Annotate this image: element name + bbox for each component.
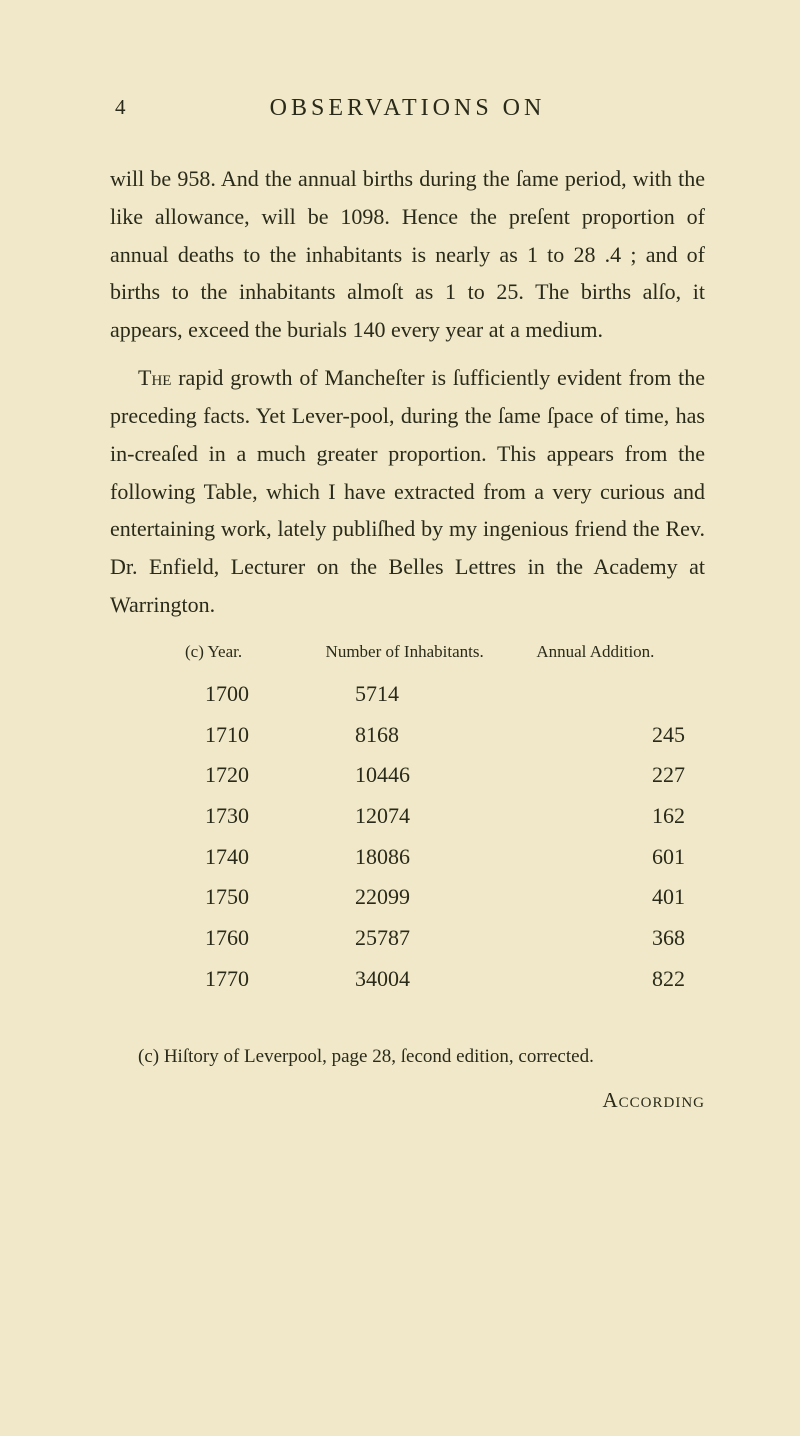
cell-addition: 601: [555, 837, 685, 878]
table-row: 1700 5714: [110, 674, 705, 715]
cell-addition: 227: [555, 755, 685, 796]
paragraph-2-body: rapid growth of Mancheſter is ſufficient…: [110, 365, 705, 617]
table-row: 1720 10446 227: [110, 755, 705, 796]
page-header: OBSERVATIONS ON: [110, 95, 705, 122]
table-row: 1750 22099 401: [110, 877, 705, 918]
cell-addition: 245: [555, 715, 685, 756]
cell-inhabitants: 22099: [355, 877, 555, 918]
table-header-year: (c) Year.: [185, 642, 326, 662]
paragraph-2-lead: The: [138, 365, 171, 390]
cell-inhabitants: 8168: [355, 715, 555, 756]
cell-inhabitants: 18086: [355, 837, 555, 878]
cell-year: 1730: [205, 796, 355, 837]
paragraph-2: The rapid growth of Mancheſter is ſuffic…: [110, 359, 705, 624]
cell-year: 1710: [205, 715, 355, 756]
page-number: 4: [115, 95, 126, 120]
table-row: 1740 18086 601: [110, 837, 705, 878]
table-header-addition: Annual Addition.: [536, 642, 705, 662]
cell-year: 1740: [205, 837, 355, 878]
cell-inhabitants: 12074: [355, 796, 555, 837]
cell-inhabitants: 5714: [355, 674, 555, 715]
cell-year: 1750: [205, 877, 355, 918]
table-header: (c) Year. Number of Inhabitants. Annual …: [110, 642, 705, 662]
cell-addition: [555, 674, 685, 715]
cell-addition: 822: [555, 959, 685, 1000]
cell-year: 1760: [205, 918, 355, 959]
table-row: 1730 12074 162: [110, 796, 705, 837]
cell-addition: 368: [555, 918, 685, 959]
cell-inhabitants: 10446: [355, 755, 555, 796]
table-row: 1770 34004 822: [110, 959, 705, 1000]
catchword: According: [110, 1088, 705, 1113]
paragraph-1: will be 958. And the annual births durin…: [110, 160, 705, 349]
cell-inhabitants: 25787: [355, 918, 555, 959]
cell-year: 1770: [205, 959, 355, 1000]
cell-addition: 401: [555, 877, 685, 918]
cell-year: 1720: [205, 755, 355, 796]
table-row: 1760 25787 368: [110, 918, 705, 959]
footnote: (c) Hiſtory of Leverpool, page 28, ſecon…: [110, 1041, 705, 1073]
cell-year: 1700: [205, 674, 355, 715]
table-row: 1710 8168 245: [110, 715, 705, 756]
table-header-inhabitants: Number of Inhabitants.: [326, 642, 537, 662]
cell-inhabitants: 34004: [355, 959, 555, 1000]
cell-addition: 162: [555, 796, 685, 837]
